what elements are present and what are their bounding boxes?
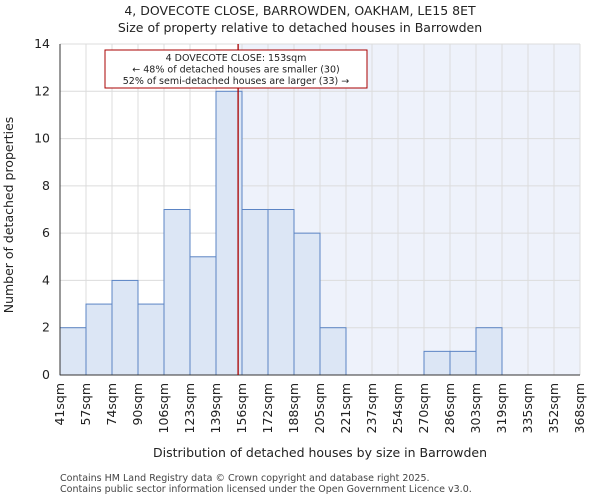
annotation-line3: 52% of semi-detached houses are larger (… <box>123 76 350 87</box>
x-tick-label-319sqm: 319sqm <box>494 383 509 433</box>
annotation-line1: 4 DOVECOTE CLOSE: 153sqm <box>166 53 307 64</box>
x-tick-label-303sqm: 303sqm <box>468 383 483 433</box>
y-tick-label-6: 12 <box>34 83 50 98</box>
bar-41sqm <box>59 327 87 376</box>
y-tick-label-4: 8 <box>42 178 50 193</box>
bar-188sqm <box>293 232 321 376</box>
y-tick-label-2: 4 <box>42 272 50 287</box>
x-tick-label-123sqm: 123sqm <box>182 383 197 433</box>
y-tick-label-1: 2 <box>42 320 50 335</box>
bar-205sqm <box>319 327 347 376</box>
x-tick-label-286sqm: 286sqm <box>442 383 457 433</box>
x-tick-label-335sqm: 335sqm <box>520 383 535 433</box>
x-tick-label-205sqm: 205sqm <box>312 383 327 433</box>
x-tick-label-172sqm: 172sqm <box>260 383 275 433</box>
x-tick-label-57sqm: 57sqm <box>78 383 93 426</box>
footer-line-2: Contains public sector information licen… <box>60 484 472 495</box>
footer-line-1: Contains HM Land Registry data © Crown c… <box>60 473 430 484</box>
x-tick-label-41sqm: 41sqm <box>52 383 67 426</box>
bar-74sqm <box>111 279 139 376</box>
chart-subtitle: Size of property relative to detached ho… <box>118 20 482 35</box>
annotation-line2: ← 48% of detached houses are smaller (30… <box>132 65 339 76</box>
x-tick-label-352sqm: 352sqm <box>546 383 561 433</box>
bar-90sqm <box>137 303 165 376</box>
x-tick-label-221sqm: 221sqm <box>338 383 353 433</box>
annotation-box <box>104 49 368 89</box>
x-tick-label-237sqm: 237sqm <box>364 383 379 433</box>
y-axis-label: Number of detached properties <box>1 117 16 314</box>
x-tick-label-188sqm: 188sqm <box>286 383 301 433</box>
bar-156sqm <box>241 209 269 376</box>
y-tick-label-3: 6 <box>42 225 50 240</box>
bar-286sqm <box>449 350 477 376</box>
y-tick-label-5: 10 <box>34 131 50 146</box>
bar-123sqm <box>189 256 217 376</box>
x-tick-label-254sqm: 254sqm <box>390 383 405 433</box>
bar-172sqm <box>267 209 295 376</box>
x-tick-label-106sqm: 106sqm <box>156 383 171 433</box>
x-tick-label-368sqm: 368sqm <box>572 383 587 433</box>
x-tick-label-74sqm: 74sqm <box>104 383 119 426</box>
y-tick-label-0: 0 <box>42 367 50 382</box>
x-axis-label: Distribution of detached houses by size … <box>153 445 487 460</box>
y-tick-label-7: 14 <box>34 36 50 51</box>
chart-title: 4, DOVECOTE CLOSE, BARROWDEN, OAKHAM, LE… <box>124 3 476 18</box>
x-tick-label-139sqm: 139sqm <box>208 383 223 433</box>
bar-303sqm <box>475 327 503 376</box>
bar-106sqm <box>163 209 191 376</box>
x-tick-label-270sqm: 270sqm <box>416 383 431 433</box>
x-tick-label-90sqm: 90sqm <box>130 383 145 426</box>
bar-57sqm <box>85 303 113 376</box>
x-tick-label-156sqm: 156sqm <box>234 383 249 433</box>
bar-270sqm <box>423 350 451 376</box>
